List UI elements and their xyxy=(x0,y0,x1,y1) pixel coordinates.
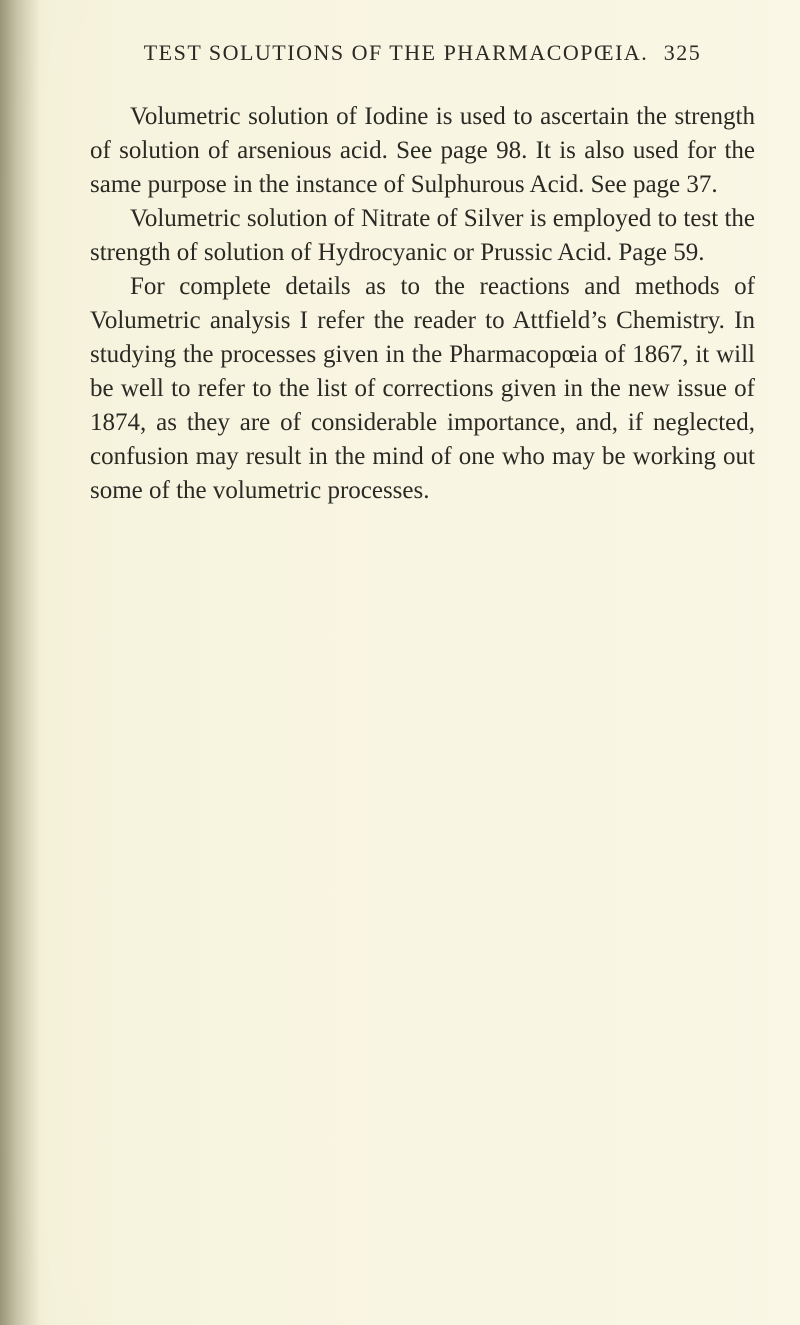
page-content: TEST SOLUTIONS OF THE PHARMACOPŒIA. 325 … xyxy=(0,0,800,1325)
paragraph-3: For complete details as to the reactions… xyxy=(90,270,755,508)
paragraph-1: Volumetric solution of Iodine is used to… xyxy=(90,100,755,202)
running-title: TEST SOLUTIONS OF THE PHARMACOPŒIA. xyxy=(144,40,649,65)
page-number: 325 xyxy=(664,40,702,65)
running-head: TEST SOLUTIONS OF THE PHARMACOPŒIA. 325 xyxy=(90,40,755,66)
body-text: Volumetric solution of Iodine is used to… xyxy=(90,100,755,508)
paragraph-2: Volumetric solution of Nitrate of Silver… xyxy=(90,202,755,270)
